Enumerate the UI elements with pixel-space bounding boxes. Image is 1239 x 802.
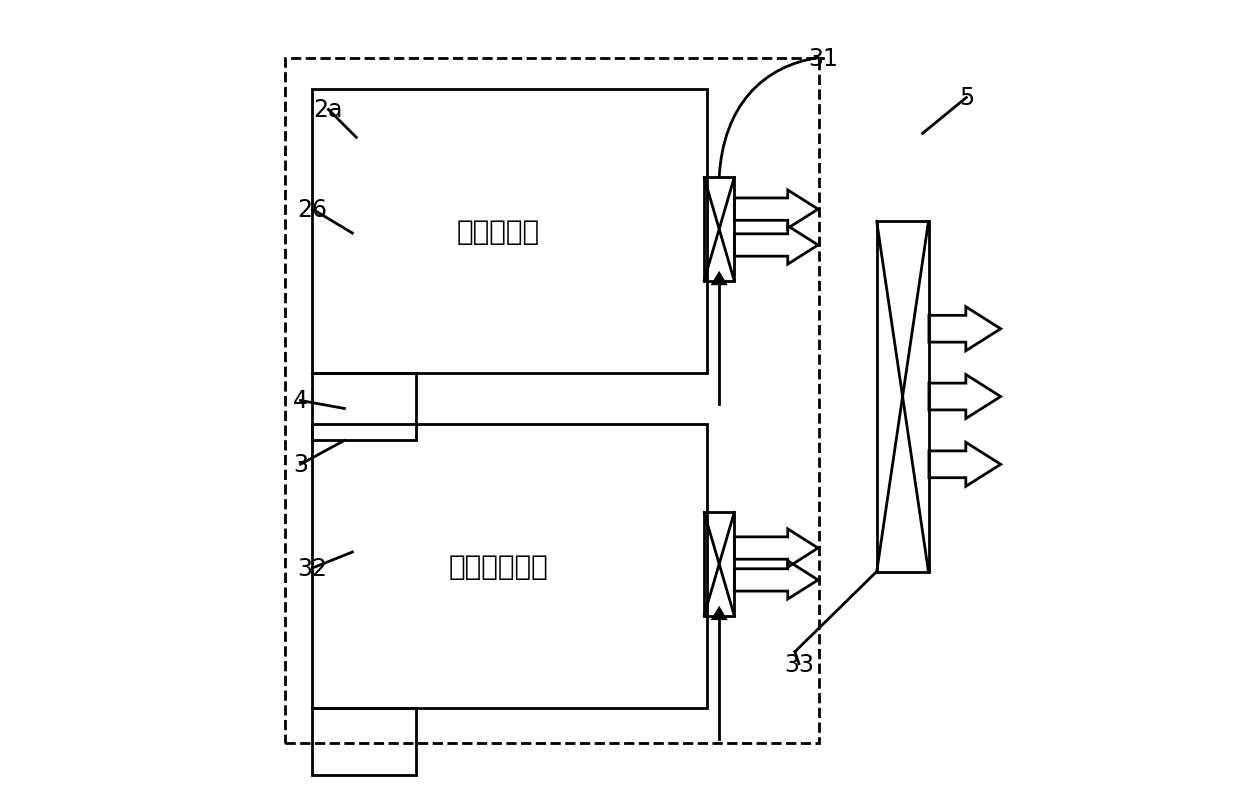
Polygon shape	[711, 272, 727, 286]
Text: 3: 3	[292, 453, 309, 476]
Text: 5: 5	[959, 87, 974, 111]
Text: 32: 32	[297, 557, 327, 580]
Bar	[312, 91, 707, 373]
Bar	[312, 425, 707, 707]
Text: 31: 31	[808, 47, 838, 71]
Text: 探测器单元: 探测器单元	[456, 218, 539, 245]
Text: 信号处理单元: 信号处理单元	[449, 553, 548, 580]
Text: 4: 4	[292, 389, 309, 413]
Text: 26: 26	[297, 198, 327, 222]
Text: 33: 33	[784, 652, 814, 676]
Bar	[312, 373, 416, 441]
Bar	[704, 512, 735, 616]
Bar	[704, 178, 735, 282]
Bar	[877, 222, 928, 573]
Bar	[312, 707, 416, 776]
Text: 2a: 2a	[313, 99, 343, 122]
Bar	[285, 59, 819, 743]
Polygon shape	[711, 606, 727, 620]
